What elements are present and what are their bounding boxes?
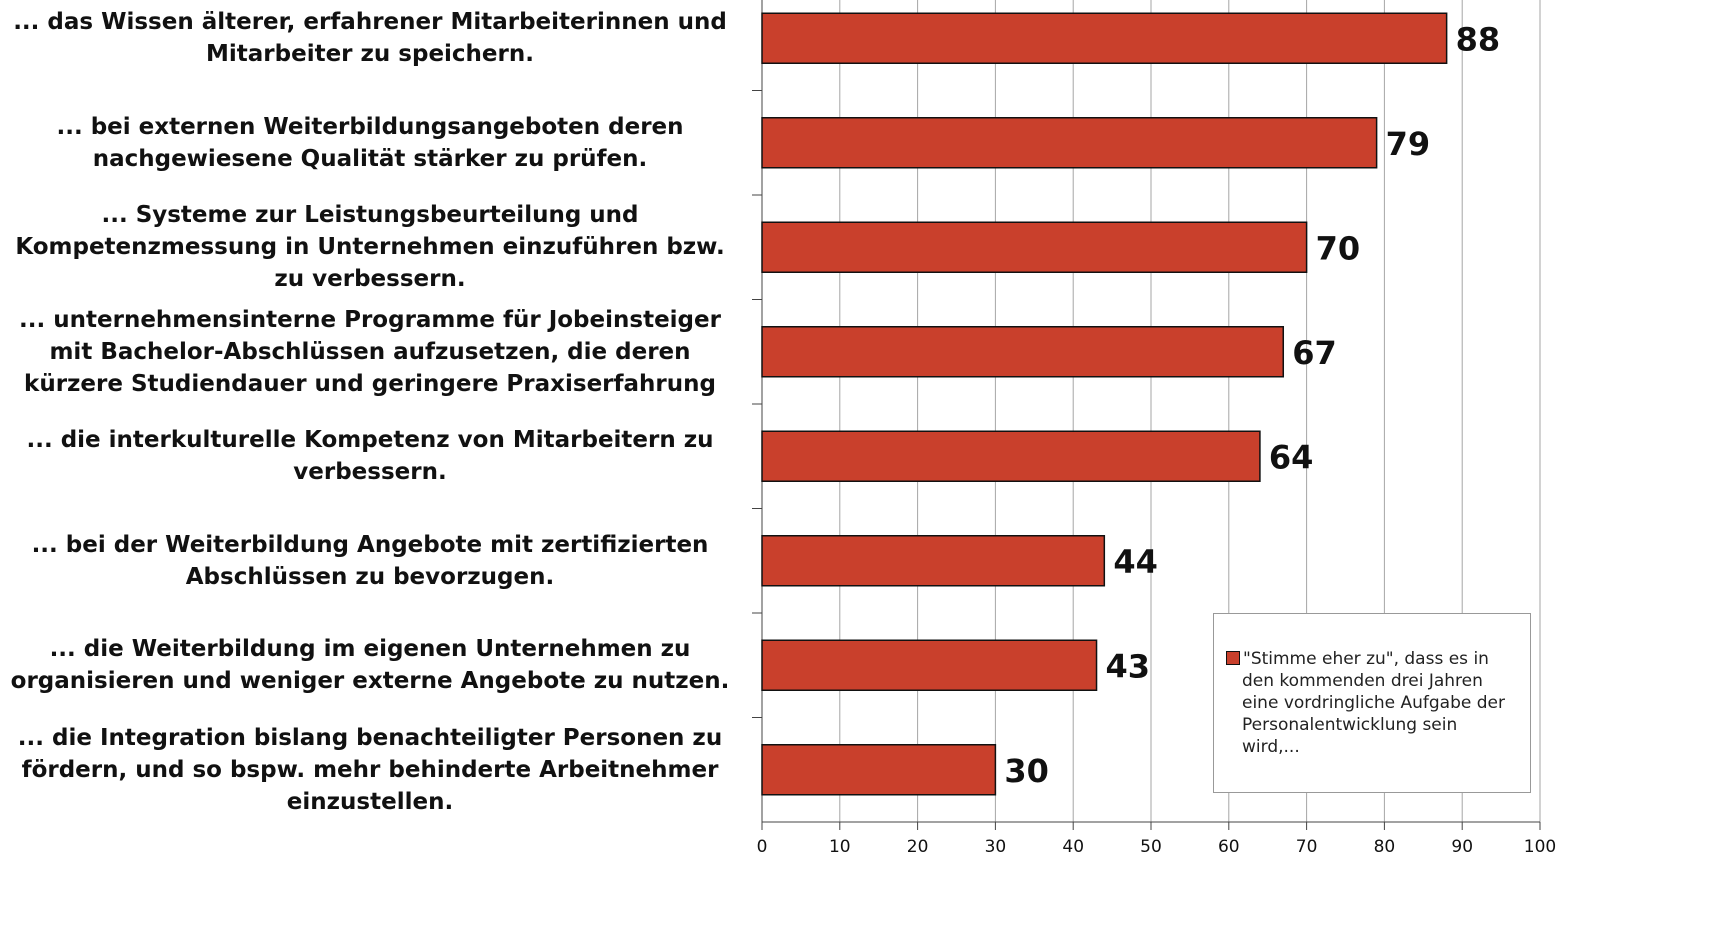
x-tick-label: 30: [985, 837, 1007, 857]
bar: [761, 639, 1098, 691]
x-tick-label: 90: [1451, 837, 1473, 857]
data-label: 88: [1456, 20, 1501, 58]
x-tick-label: 70: [1296, 837, 1318, 857]
legend-swatch: [1226, 651, 1240, 665]
category-label: ... die Weiterbildung im eigenen Unterne…: [10, 636, 730, 695]
x-tick-label: 60: [1218, 837, 1240, 857]
data-label: 67: [1292, 334, 1337, 372]
x-tick-label: 10: [829, 837, 851, 857]
data-label: 79: [1386, 125, 1431, 163]
bar: [761, 744, 997, 796]
category-label: ... das Wissen älterer, erfahrener Mitar…: [13, 9, 727, 68]
bar: [761, 326, 1285, 378]
legend-label: "Stimme eher zu", dass es in den kommend…: [1242, 649, 1505, 757]
x-tick-label: 20: [907, 837, 929, 857]
legend: "Stimme eher zu", dass es in den kommend…: [1213, 613, 1531, 793]
data-label: 43: [1106, 647, 1151, 685]
x-tick-label: 50: [1140, 837, 1162, 857]
bar: [761, 117, 1378, 169]
bar: [761, 12, 1448, 64]
data-label: 64: [1269, 438, 1314, 476]
data-label: 44: [1113, 543, 1158, 581]
bar: [761, 535, 1106, 587]
data-label: 30: [1004, 752, 1049, 790]
category-label: ... bei der Weiterbildung Angebote mit z…: [31, 531, 709, 590]
category-label: ... die interkulturelle Kompetenz von Mi…: [26, 427, 714, 486]
bar: [761, 221, 1308, 273]
bar: [761, 430, 1261, 482]
data-label: 70: [1316, 229, 1361, 267]
category-label: ... unternehmensinterne Programme für Jo…: [19, 306, 721, 397]
category-label: ... bei externen Weiterbildungsangeboten…: [56, 113, 684, 172]
x-tick-label: 80: [1374, 837, 1396, 857]
legend-entry: "Stimme eher zu", dass es in den kommend…: [1226, 648, 1520, 758]
category-label: ... Systeme zur Leistungsbeurteilung und…: [15, 202, 725, 293]
x-tick-label: 40: [1062, 837, 1084, 857]
x-tick-label: 0: [757, 837, 768, 857]
category-label: ... die Integration bislang benachteilig…: [17, 724, 723, 815]
x-tick-label: 100: [1524, 837, 1556, 857]
